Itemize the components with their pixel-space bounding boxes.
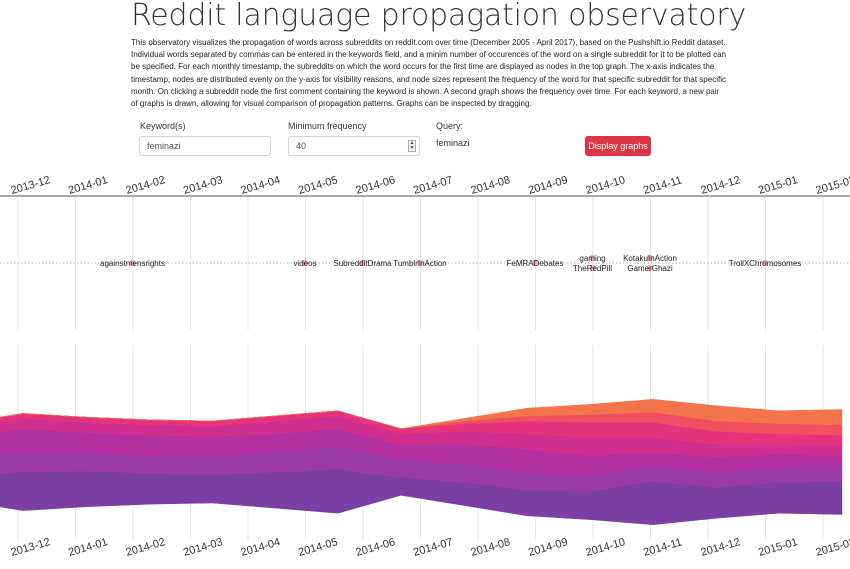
stream-layer[interactable] <box>0 446 843 492</box>
bottom-axis-tick-label: 2014-12 <box>700 536 742 559</box>
subreddit-node-label: FeMRADebates <box>507 259 564 268</box>
top-axis-ticks: 2013-12 2014-01 2014-02 2014-03 2014-04 2014-… <box>10 174 850 197</box>
grid-lines <box>17 196 824 540</box>
min-frequency-input[interactable]: 40 ▲ ▼ <box>288 136 420 156</box>
bottom-axis-tick-label: 2015-01 <box>757 536 799 559</box>
subreddit-node-label: gaming <box>579 254 605 263</box>
bottom-axis-tick-label: 2014-01 <box>67 536 109 559</box>
stream-layer[interactable] <box>0 469 843 525</box>
top-axis-tick-label: 2014-08 <box>470 174 512 197</box>
bottom-axis-tick-label: 2014-09 <box>527 536 569 559</box>
bottom-axis-tick-label: 2014-02 <box>125 536 167 559</box>
subreddit-node[interactable] <box>416 259 424 267</box>
stream-layer[interactable] <box>0 410 843 436</box>
subreddit-node-label: TheRedPill <box>573 264 612 273</box>
top-axis-tick-label: 2014-05 <box>297 174 339 197</box>
bottom-axis-tick-label: 2014-08 <box>470 536 512 559</box>
subreddit-node-label: SubredditDrama <box>333 259 392 268</box>
top-axis-tick-label: 2014-07 <box>412 174 454 197</box>
bottom-axis-tick-label: 2014-05 <box>297 536 339 559</box>
stream-layer[interactable] <box>0 428 843 477</box>
top-axis-tick-label: 2014-04 <box>240 174 282 197</box>
keywords-label: Keyword(s) <box>140 121 186 131</box>
top-axis-tick-label: 2015-02 <box>815 174 850 197</box>
top-axis-tick-label: 2015-01 <box>757 174 799 197</box>
top-axis-tick-label: 2013-12 <box>10 174 52 197</box>
min-frequency-value: 40 <box>296 141 307 151</box>
top-axis-tick-label: 2014-01 <box>67 174 109 197</box>
bottom-axis-tick-label: 2014-11 <box>642 536 683 558</box>
subreddit-node[interactable] <box>359 259 366 267</box>
bottom-axis-tick-label: 2013-12 <box>10 536 52 559</box>
subreddit-node[interactable] <box>589 264 596 272</box>
top-axis-tick-label: 2014-11 <box>642 174 683 196</box>
bottom-axis-tick-label: 2014-03 <box>182 536 224 559</box>
query-value: feminazi <box>436 138 470 148</box>
top-axis-tick-label: 2014-10 <box>585 174 627 197</box>
keywords-input-value: feminazi <box>147 141 181 151</box>
top-axis-tick-label: 2014-06 <box>355 174 397 197</box>
subreddit-node[interactable] <box>531 259 539 267</box>
subreddit-node[interactable] <box>589 254 596 262</box>
subreddit-node-label: TumblrInAction <box>393 259 447 268</box>
subreddit-node-label: GamerGhazi <box>627 264 673 273</box>
keywords-input[interactable]: feminazi <box>139 136 271 156</box>
subreddit-node[interactable] <box>646 264 654 272</box>
subreddit-node[interactable] <box>301 259 309 267</box>
subreddit-node-label: KotakuInAction <box>623 254 677 263</box>
bottom-axis-tick-label: 2014-10 <box>585 536 627 559</box>
page-description: This observatory visualizes the propagat… <box>131 38 726 109</box>
subreddit-nodes[interactable]: againstmensrights videos SubredditDrama Tum… <box>100 254 801 273</box>
query-label: Query: <box>436 121 464 131</box>
top-axis-tick-label: 2014-09 <box>527 174 569 197</box>
bottom-axis-tick-label: 2014-07 <box>412 536 454 559</box>
stepper-icon[interactable]: ▲ ▼ <box>408 140 416 152</box>
top-axis-tick-label: 2014-12 <box>700 174 742 197</box>
display-graphs-button[interactable]: Display graphs <box>585 136 651 156</box>
stream-layer[interactable] <box>0 415 843 458</box>
subreddit-node-label: againstmensrights <box>100 259 165 268</box>
top-axis-tick-label: 2014-03 <box>182 174 224 197</box>
stream-layer[interactable] <box>0 399 843 429</box>
stream-layer[interactable] <box>0 410 843 446</box>
subreddit-node[interactable] <box>646 254 654 262</box>
subreddit-node[interactable] <box>129 259 136 267</box>
frequency-streamgraph[interactable] <box>0 399 843 525</box>
top-axis-tick-label: 2014-02 <box>125 174 167 197</box>
min-frequency-label: Minimum frequency <box>288 121 367 131</box>
bottom-axis-tick-label: 2014-04 <box>240 536 282 559</box>
bottom-axis-ticks: 2013-12 2014-01 2014-02 2014-03 2014-04 2014-… <box>10 536 850 559</box>
subreddit-node-label: videos <box>293 259 316 268</box>
subreddit-node[interactable] <box>761 259 769 267</box>
bottom-axis-tick-label: 2015-02 <box>815 536 850 559</box>
subreddit-node-label: TrollXChromosomes <box>729 259 802 268</box>
page-title: Reddit language propagation observatory <box>131 0 747 33</box>
bottom-axis-tick-label: 2014-06 <box>355 536 397 559</box>
